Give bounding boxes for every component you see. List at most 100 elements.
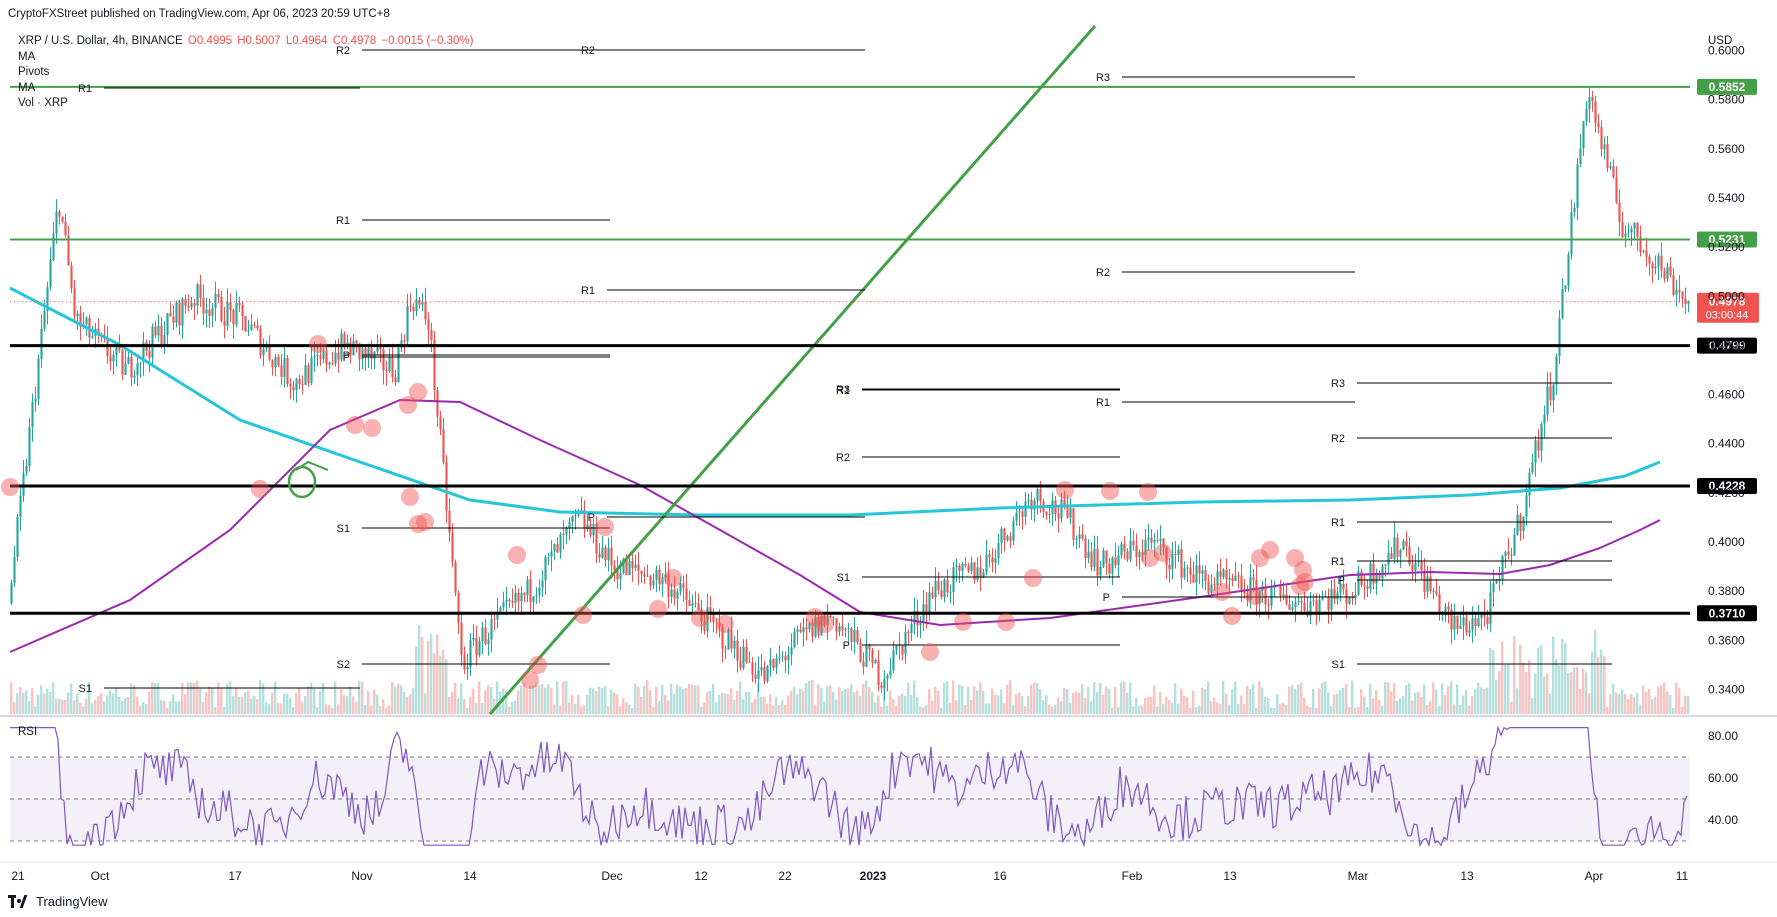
volume-bar [880, 706, 883, 714]
volume-bar [223, 706, 226, 714]
pivot-label: R2 [581, 45, 595, 57]
volume-bar [1135, 697, 1138, 714]
candle [541, 570, 544, 597]
candle-body [997, 542, 1000, 559]
volume-bar [235, 687, 238, 714]
volume-bar [1126, 692, 1129, 714]
volume-bar [403, 691, 406, 714]
candle-body [1531, 462, 1534, 473]
volume-bar [1120, 682, 1123, 714]
x-tick-label: Dec [601, 869, 622, 883]
candle-body [199, 284, 202, 299]
volume-bar [1444, 695, 1447, 714]
candle-body [646, 575, 649, 577]
candle-body [283, 357, 286, 378]
volume-bar [574, 704, 577, 714]
candle [1612, 159, 1615, 179]
candle [514, 584, 517, 614]
candle-body [619, 572, 622, 580]
tradingview-logo[interactable]: TradingView [8, 894, 108, 909]
candle [475, 625, 478, 666]
candle [943, 578, 946, 603]
candle [223, 306, 226, 339]
volume-bar [514, 700, 517, 714]
y-tick-label: 0.4000 [1708, 535, 1745, 549]
volume-bar [1048, 704, 1051, 714]
volume-bar [697, 685, 700, 714]
candle-body [1147, 537, 1150, 540]
candle-body [865, 645, 868, 667]
symbol-name[interactable]: XRP / U.S. Dollar, 4h, BINANCE [18, 35, 183, 47]
candle [1567, 251, 1570, 292]
candle [652, 573, 655, 590]
candle [220, 290, 223, 323]
candle [859, 638, 862, 663]
volume-bar [643, 685, 646, 714]
x-tick-label: 21 [11, 869, 25, 883]
level-axis-label-text: 0.4799 [1709, 339, 1746, 353]
volume-bar [109, 690, 112, 714]
candle [892, 640, 895, 674]
volume-bar [355, 701, 358, 714]
volume-bar [1612, 683, 1615, 714]
volume-bar [10, 682, 13, 714]
candle [601, 536, 604, 559]
candle [247, 319, 250, 336]
volume-bar [676, 685, 679, 714]
candle-body [130, 356, 133, 378]
candle [295, 377, 298, 403]
indicator-volume[interactable]: Vol · XRP [18, 97, 68, 109]
candle [1474, 612, 1477, 636]
volume-bar [1027, 695, 1030, 714]
rsi-label[interactable]: RSI [18, 726, 38, 738]
candle-body [1507, 551, 1510, 555]
candle [451, 523, 454, 568]
y-tick-label: 0.4200 [1708, 486, 1745, 500]
candle [166, 312, 169, 347]
volume-bar [835, 699, 838, 714]
volume-bar [331, 707, 334, 714]
candle-body [811, 622, 814, 637]
indicator-ma-2[interactable]: MA [18, 81, 36, 94]
candle [58, 209, 61, 225]
candle [454, 559, 457, 597]
candle [1642, 249, 1645, 254]
candle-body [820, 616, 823, 636]
touch-marker [1251, 549, 1269, 567]
volume-bar [1171, 702, 1174, 714]
candle [1054, 496, 1057, 522]
candle-body [832, 617, 835, 619]
volume-bar [46, 688, 49, 714]
candle [739, 647, 742, 671]
candle-body [1657, 255, 1660, 267]
candle-body [730, 629, 733, 649]
candle-body [1321, 596, 1324, 600]
candle-body [709, 607, 712, 615]
volume-bar [1555, 659, 1558, 714]
candle-body [679, 583, 682, 592]
volume-bar [1669, 694, 1672, 714]
volume-bar [160, 700, 163, 714]
candle [214, 281, 217, 322]
volume-bar [1228, 704, 1231, 714]
volume-bar [1489, 647, 1492, 714]
indicator-pivots[interactable]: Pivots [18, 66, 50, 78]
candle [97, 318, 100, 344]
candle-body [118, 347, 121, 351]
candle [202, 284, 205, 326]
volume-bar [1099, 682, 1102, 714]
candle-body [949, 591, 952, 593]
volume-bar [826, 686, 829, 714]
volume-bar [1087, 687, 1090, 714]
candle-body [637, 564, 640, 571]
indicator-ma-1[interactable]: MA [18, 50, 36, 63]
x-tick-label: 11 [1676, 869, 1689, 883]
volume-bar [508, 706, 511, 714]
volume-bar [16, 693, 19, 714]
volume-bar [1279, 703, 1282, 714]
volume-bar [982, 690, 985, 714]
candle [991, 548, 994, 573]
volume-bar [397, 684, 400, 714]
candle-body [1672, 275, 1675, 295]
